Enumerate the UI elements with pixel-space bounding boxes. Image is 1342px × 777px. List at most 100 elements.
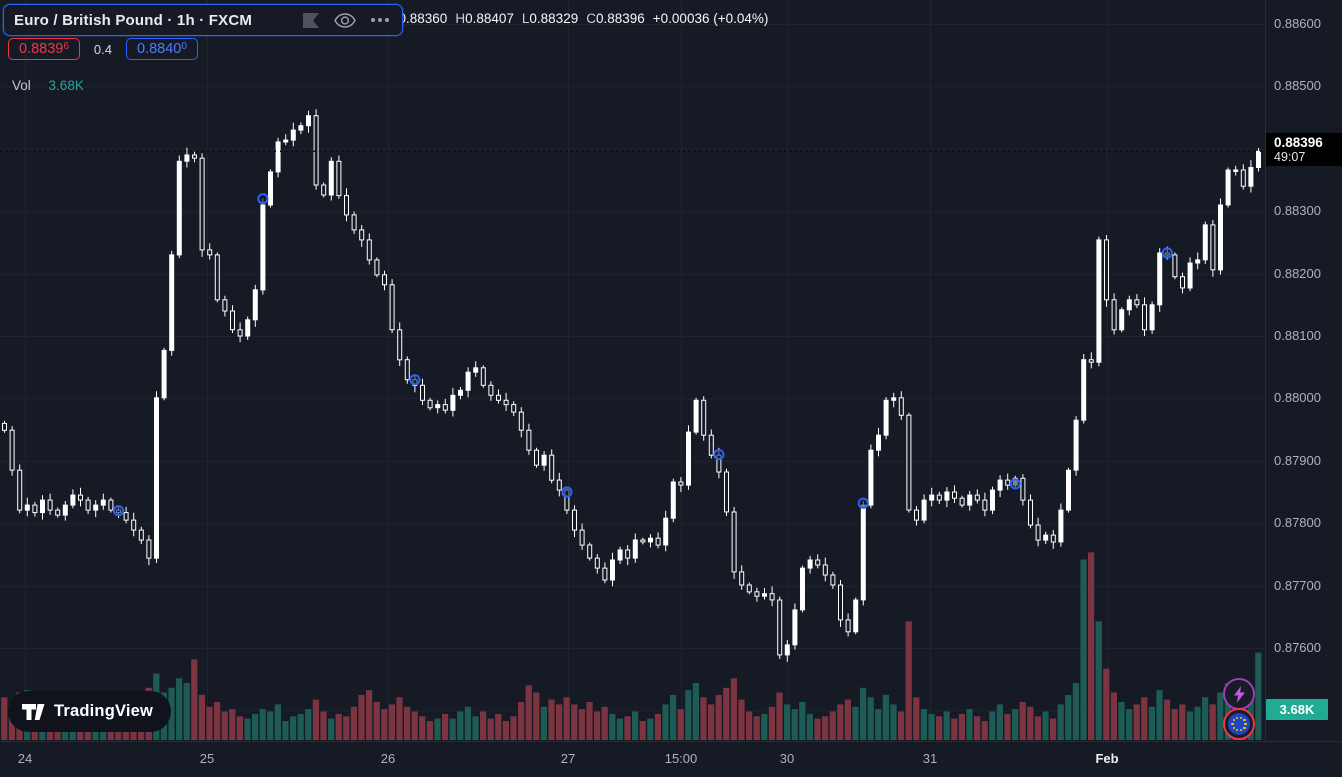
candle[interactable] [450, 394, 456, 411]
candle[interactable] [1256, 150, 1261, 169]
candle[interactable] [1028, 499, 1033, 526]
candle[interactable] [974, 494, 980, 501]
eu-flag-button[interactable] [1223, 708, 1255, 740]
candle[interactable] [784, 644, 790, 656]
candle[interactable] [1096, 239, 1102, 363]
candle[interactable] [9, 429, 15, 471]
candle[interactable] [1073, 419, 1079, 471]
candle[interactable] [518, 411, 524, 431]
candle[interactable] [2, 422, 7, 431]
candle[interactable] [374, 259, 380, 276]
candle[interactable] [617, 549, 623, 561]
price-axis[interactable]: 0.875000.876000.877000.878000.879000.880… [1265, 0, 1342, 741]
candle[interactable] [556, 479, 562, 491]
candle[interactable] [154, 397, 159, 559]
candle[interactable] [55, 509, 61, 516]
candle[interactable] [161, 349, 167, 399]
candle[interactable] [572, 509, 577, 531]
candle[interactable] [1180, 276, 1185, 289]
candle[interactable] [602, 567, 608, 581]
candle[interactable] [1233, 169, 1239, 172]
candle[interactable] [70, 494, 76, 506]
candle[interactable] [678, 481, 684, 486]
candle[interactable] [807, 559, 813, 569]
candle[interactable] [131, 519, 137, 531]
candle[interactable] [488, 384, 494, 396]
candle[interactable] [321, 184, 327, 196]
candle[interactable] [1248, 167, 1254, 187]
candle[interactable] [1202, 224, 1208, 261]
candle[interactable] [731, 511, 737, 573]
candle[interactable] [442, 404, 448, 411]
ask-button[interactable]: 0.88400 [126, 38, 198, 60]
more-options-icon[interactable] [370, 17, 390, 23]
candle[interactable] [549, 454, 555, 481]
candle[interactable] [283, 139, 289, 143]
candle[interactable] [458, 389, 463, 396]
candle[interactable] [1157, 252, 1163, 306]
candle[interactable] [24, 504, 30, 511]
eye-icon[interactable] [334, 12, 356, 28]
candle[interactable] [830, 574, 836, 586]
candle[interactable] [237, 329, 243, 337]
candle[interactable] [465, 371, 471, 391]
candle[interactable] [100, 499, 106, 506]
candle[interactable] [800, 567, 805, 611]
candle[interactable] [306, 115, 311, 127]
candle[interactable] [1134, 299, 1140, 306]
event-marker[interactable] [1161, 247, 1173, 259]
candle[interactable] [1210, 224, 1216, 271]
candle[interactable] [192, 154, 197, 159]
candle[interactable] [967, 494, 973, 506]
candle[interactable] [382, 274, 387, 286]
candle[interactable] [214, 254, 220, 301]
symbol-box[interactable]: Euro / British Pound · 1h · FXCM [3, 4, 403, 36]
candle[interactable] [579, 529, 585, 546]
candle[interactable] [473, 367, 479, 373]
candle[interactable] [1195, 259, 1201, 264]
candle[interactable] [40, 499, 45, 514]
candle[interactable] [404, 359, 410, 381]
candle[interactable] [222, 299, 228, 312]
candle[interactable] [534, 449, 539, 466]
candle[interactable] [344, 195, 349, 216]
candle[interactable] [351, 214, 357, 231]
candle[interactable] [655, 537, 661, 546]
candle[interactable] [427, 399, 433, 409]
candle[interactable] [176, 160, 182, 256]
time-axis[interactable]: 24 25 26 27 15:00 30 31 Feb [0, 741, 1342, 777]
candle[interactable] [32, 504, 38, 514]
candle[interactable] [230, 310, 235, 331]
candle[interactable] [868, 449, 874, 506]
candle[interactable] [921, 499, 927, 521]
candle[interactable] [625, 549, 631, 559]
candle[interactable] [838, 584, 843, 621]
candle[interactable] [268, 171, 273, 206]
candle[interactable] [17, 469, 23, 511]
candle[interactable] [93, 504, 99, 511]
candle[interactable] [1240, 169, 1246, 187]
event-marker[interactable] [409, 374, 421, 386]
candle[interactable] [1225, 169, 1231, 206]
candle[interactable] [792, 609, 798, 646]
candle[interactable] [108, 499, 114, 511]
flag-icon[interactable] [303, 12, 320, 28]
candle[interactable] [496, 394, 501, 401]
candle[interactable] [990, 489, 995, 511]
candle[interactable] [769, 593, 775, 601]
event-marker[interactable] [713, 449, 725, 461]
candle[interactable] [883, 399, 889, 436]
event-marker[interactable] [857, 497, 869, 509]
candle[interactable] [1104, 239, 1109, 301]
candle[interactable] [420, 384, 425, 401]
candle[interactable] [693, 399, 699, 433]
candle[interactable] [298, 125, 304, 131]
candle[interactable] [997, 479, 1003, 491]
candle[interactable] [708, 434, 714, 456]
candle[interactable] [686, 431, 691, 486]
candle[interactable] [1142, 304, 1147, 331]
candle[interactable] [1126, 299, 1132, 311]
candle[interactable] [746, 584, 752, 593]
candle[interactable] [1043, 534, 1049, 541]
candle[interactable] [853, 599, 859, 633]
